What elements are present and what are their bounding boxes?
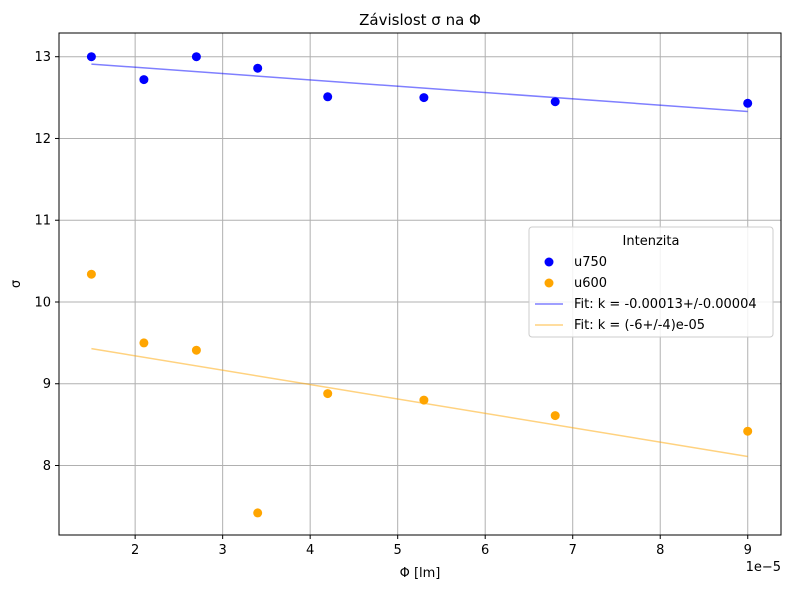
point-u750-5 xyxy=(419,93,429,103)
chart-title: Závislost σ na Φ xyxy=(359,11,481,29)
x-axis-offset-label: 1e−5 xyxy=(746,560,781,575)
legend-title: Intenzita xyxy=(623,234,680,249)
data-points xyxy=(86,52,753,518)
y-tick-label-11: 11 xyxy=(34,214,51,229)
x-ticks: 2 3 4 5 6 7 8 9 xyxy=(131,535,752,558)
legend-label-u600: u600 xyxy=(574,276,607,291)
x-tick-label-5: 5 xyxy=(394,543,402,558)
x-tick-label-3: 3 xyxy=(219,543,227,558)
x-tick-label-6: 6 xyxy=(481,543,489,558)
legend: Intenzita u750 u600 Fit: k = -0.00013+/-… xyxy=(528,226,774,338)
y-tick-label-13: 13 xyxy=(34,50,51,65)
legend-label-fit-u600: Fit: k = (-6+/-4)e-05 xyxy=(574,318,705,333)
point-u750-6 xyxy=(550,97,560,107)
y-tick-label-10: 10 xyxy=(34,295,51,310)
plot-area-frame xyxy=(58,32,782,536)
x-tick-label-2: 2 xyxy=(131,543,139,558)
y-tick-label-9: 9 xyxy=(43,377,51,392)
legend-marker-u600 xyxy=(544,278,554,288)
y-tick-label-8: 8 xyxy=(43,459,51,474)
point-u600-4 xyxy=(323,389,333,399)
legend-box xyxy=(528,226,774,338)
point-u750-4 xyxy=(323,92,333,102)
point-u600-7 xyxy=(743,426,753,436)
x-axis-label: Φ [lm] xyxy=(400,566,441,581)
point-u600-2 xyxy=(191,345,201,355)
legend-marker-u750 xyxy=(544,257,554,267)
point-u600-3 xyxy=(253,508,263,518)
point-u750-3 xyxy=(253,63,263,73)
point-u750-2 xyxy=(191,52,201,62)
fit-lines xyxy=(91,63,748,458)
point-u750-0 xyxy=(86,52,96,62)
legend-label-fit-u750: Fit: k = -0.00013+/-0.00004 xyxy=(574,297,757,312)
x-tick-label-4: 4 xyxy=(306,543,314,558)
point-u750-7 xyxy=(743,98,753,108)
fit-line-2 xyxy=(91,63,748,113)
point-u600-0 xyxy=(86,269,96,279)
fit-line-3 xyxy=(91,347,748,458)
y-axis-label: σ xyxy=(9,280,24,288)
x-tick-label-8: 8 xyxy=(656,543,664,558)
y-ticks: 8 9 10 11 12 13 xyxy=(34,50,59,474)
legend-label-u750: u750 xyxy=(574,255,607,270)
point-u600-5 xyxy=(419,395,429,405)
point-u750-1 xyxy=(139,75,149,85)
x-tick-label-7: 7 xyxy=(569,543,577,558)
point-u600-6 xyxy=(550,411,560,421)
x-tick-label-9: 9 xyxy=(744,543,752,558)
y-tick-label-12: 12 xyxy=(34,132,51,147)
point-u600-1 xyxy=(139,338,149,348)
